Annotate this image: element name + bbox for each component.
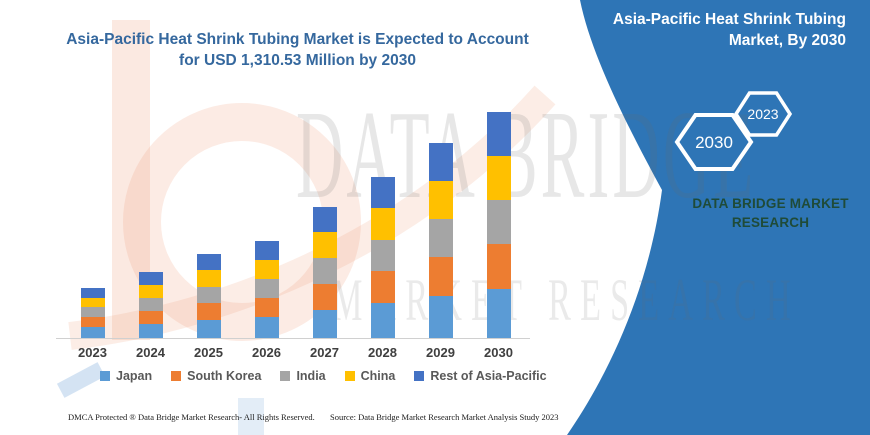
legend-item-china: China [344,369,396,383]
bar-segment-china-2028 [370,208,395,240]
bar-segment-india-2030 [486,200,511,245]
bar-segment-rest-of-asia-pacific-2028 [370,176,395,209]
hexagon-2030-label: 2030 [695,133,733,152]
bar-segment-south-korea-2023 [80,317,105,328]
brand-line1: DATA BRIDGE MARKET [692,196,849,211]
legend-swatch [414,371,425,381]
panel-title-line1: Asia-Pacific Heat Shrink Tubing [612,11,846,28]
panel-title-line2: Market, By 2030 [728,32,846,49]
legend-label: Japan [116,369,153,383]
bar-segment-japan-2024 [138,323,163,338]
x-tick-2026: 2026 [252,345,281,360]
legend: Japan South Korea India China Rest of Asia-P… [100,369,547,383]
brand-line2: RESEARCH [731,215,810,230]
footer-source-text: Source: Data Bridge Market Research Mark… [330,412,559,422]
hexagon-2023-label: 2023 [747,106,778,122]
bar-segment-japan-2028 [370,303,395,338]
legend-label: China [360,369,396,383]
bar-segment-india-2029 [428,219,453,258]
watermark-row2: MARKET RESEARCH [332,267,800,333]
bar-2027 [312,206,337,338]
legend-swatch [280,371,291,381]
x-tick-2029: 2029 [426,345,455,360]
bar-segment-china-2029 [428,180,453,219]
bar-segment-india-2026 [254,278,279,298]
panel-title: Asia-Pacific Heat Shrink Tubing Market, … [586,9,846,51]
bar-segment-rest-of-asia-pacific-2026 [254,240,279,260]
bar-segment-south-korea-2027 [312,283,337,310]
footer-dmca-text: DMCA Protected ® Data Bridge Market Rese… [68,412,315,422]
bar-segment-south-korea-2024 [138,310,163,324]
x-tick-2027: 2027 [310,345,339,360]
bar-segment-india-2027 [312,257,337,284]
bar-2023 [80,288,105,338]
bar-2026 [254,240,279,338]
bar-segment-japan-2025 [196,319,221,338]
legend-swatch [171,371,182,381]
x-axis-line [56,338,530,339]
bar-2030 [486,111,511,338]
bar-segment-china-2026 [254,259,279,279]
bar-segment-south-korea-2028 [370,271,395,304]
bar-2025 [196,254,221,338]
bar-segment-south-korea-2030 [486,244,511,290]
bar-segment-china-2027 [312,232,337,258]
bar-segment-china-2023 [80,297,105,308]
bar-segment-india-2024 [138,297,163,311]
legend-item-rest-of-asia-pacific: Rest of Asia-Pacific [414,369,547,383]
x-tick-2030: 2030 [484,345,513,360]
bar-segment-india-2028 [370,239,395,272]
x-tick-2023: 2023 [78,345,107,360]
legend-swatch [344,371,355,381]
bar-segment-south-korea-2025 [196,303,221,320]
legend-label: South Korea [187,369,262,383]
bar-2028 [370,176,395,338]
legend-item-japan: Japan [100,369,152,383]
bar-segment-china-2030 [486,155,511,201]
bar-segment-japan-2027 [312,309,337,338]
bar-segment-rest-of-asia-pacific-2024 [138,271,163,285]
bar-segment-rest-of-asia-pacific-2023 [80,288,105,298]
legend-item-south-korea: South Korea [171,369,261,383]
bar-segment-rest-of-asia-pacific-2027 [312,206,337,233]
brand-name: DATA BRIDGE MARKET RESEARCH [688,194,853,232]
chart-title-line2: for USD 1,310.53 Million by 2030 [179,52,416,69]
bar-segment-rest-of-asia-pacific-2030 [486,111,511,156]
bar-segment-south-korea-2029 [428,257,453,297]
bar-segment-rest-of-asia-pacific-2029 [428,142,453,181]
bar-2029 [428,142,453,338]
legend-label: Rest of Asia-Pacific [430,369,547,383]
ribbon-watermark-left [56,362,106,398]
x-tick-2025: 2025 [194,345,223,360]
bar-segment-japan-2026 [254,317,279,338]
chart-title: Asia-Pacific Heat Shrink Tubing Market i… [40,29,555,71]
legend-swatch [100,371,110,381]
bar-2024 [138,271,163,338]
bar-segment-china-2025 [196,270,221,287]
chart-title-line1: Asia-Pacific Heat Shrink Tubing Market i… [66,31,529,48]
bar-segment-south-korea-2026 [254,297,279,318]
legend-item-india: India [280,369,326,383]
bar-segment-japan-2029 [428,296,453,338]
x-tick-2024: 2024 [136,345,165,360]
bar-segment-japan-2030 [486,289,511,338]
bar-segment-india-2023 [80,307,105,318]
bar-segment-japan-2023 [80,327,105,338]
hexagon-badges: 2023 2030 [674,91,793,171]
bar-segment-rest-of-asia-pacific-2025 [196,254,221,271]
legend-label: India [296,369,326,383]
bar-segment-china-2024 [138,284,163,298]
x-tick-2028: 2028 [368,345,397,360]
bar-segment-india-2025 [196,286,221,304]
